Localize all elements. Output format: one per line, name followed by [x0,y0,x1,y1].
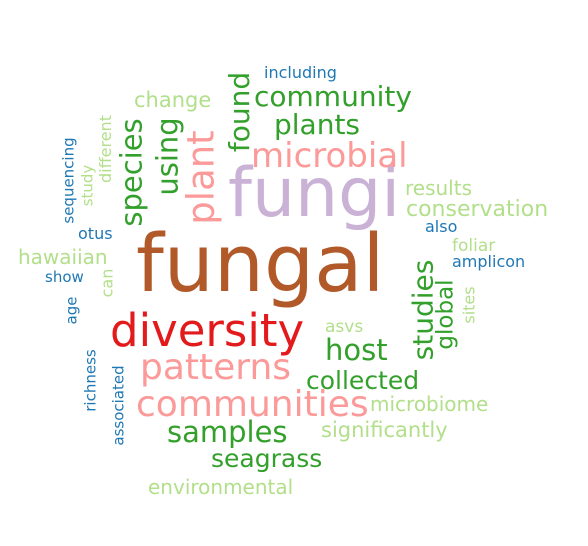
word-microbial: microbial [251,136,408,176]
word-communities: communities [136,384,369,425]
word-richness: richness [81,348,100,412]
word-collected: collected [306,366,420,395]
word-including: including [264,63,337,82]
word-amplicon: amplicon [452,252,526,271]
word-age: age [62,296,81,324]
word-global: global [432,278,459,350]
word-significantly: significantly [321,418,448,442]
word-can: can [96,268,116,298]
word-community: community [254,80,412,113]
word-also: also [425,217,458,236]
word-environmental: environmental [148,475,294,499]
word-samples: samples [167,415,288,449]
word-host: host [325,333,388,367]
word-sequencing: sequencing [59,136,78,224]
word-using: using [150,116,185,196]
word-otus: otus [78,224,113,243]
word-different: different [95,115,115,183]
word-show: show [45,268,84,286]
word-fungal: fungal [136,218,385,310]
word-microbiome: microbiome [370,392,489,416]
word-plants: plants [274,108,361,141]
word-associated: associated [109,364,128,446]
word-sites: sites [459,286,479,324]
word-fungi: fungi [228,154,401,233]
word-seagrass: seagrass [211,444,323,473]
word-conservation: conservation [406,197,549,222]
word-foliar: foliar [452,236,496,256]
word-hawaiian: hawaiian [18,245,108,269]
word-diversity: diversity [110,304,305,357]
word-results: results [405,176,473,200]
word-plant: plant [179,129,223,225]
word-study: study [78,164,97,206]
word-patterns: patterns [140,347,292,388]
word-asvs: asvs [325,317,364,337]
word-found: found [223,71,257,153]
word-species: species [114,117,149,227]
word-change: change [134,88,212,112]
